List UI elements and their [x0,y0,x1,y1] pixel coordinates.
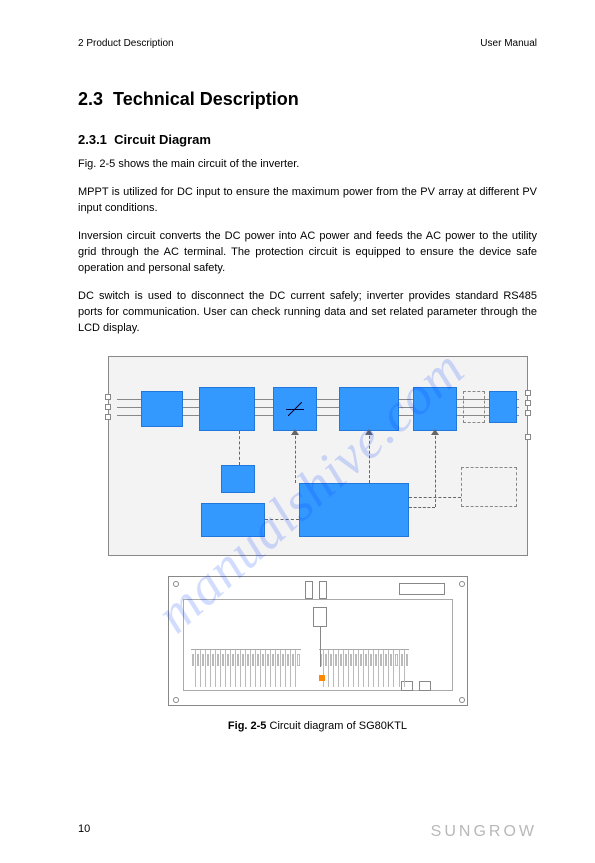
figure-area: Fig. 2-5 Circuit diagram of SG80KTL [98,356,537,732]
section-number: 2.3 [78,89,103,109]
header-right: User Manual [480,38,537,49]
running-header: 2 Product Description User Manual [78,38,537,49]
brand-logo: SUNGROW [431,823,537,841]
circuit-diagram-main [108,356,528,556]
figure-caption-text: Circuit diagram of SG80KTL [270,720,408,732]
subsection-title-text: Circuit Diagram [114,132,211,147]
header-left: 2 Product Description [78,38,174,49]
subsection-number: 2.3.1 [78,132,107,147]
paragraph-3: Inversion circuit converts the DC power … [78,229,537,277]
paragraph-2: MPPT is utilized for DC input to ensure … [78,185,537,217]
figure-label: Fig. 2-5 [228,720,267,732]
paragraph-1: Fig. 2-5 shows the main circuit of the i… [78,157,537,173]
subsection-title: 2.3.1 Circuit Diagram [78,132,537,147]
section-title-text: Technical Description [113,89,299,109]
page-number: 10 [78,823,90,835]
circuit-diagram-pcb [168,576,468,706]
figure-caption: Fig. 2-5 Circuit diagram of SG80KTL [98,720,537,732]
section-title: 2.3 Technical Description [78,89,537,110]
paragraph-4: DC switch is used to disconnect the DC c… [78,289,537,337]
